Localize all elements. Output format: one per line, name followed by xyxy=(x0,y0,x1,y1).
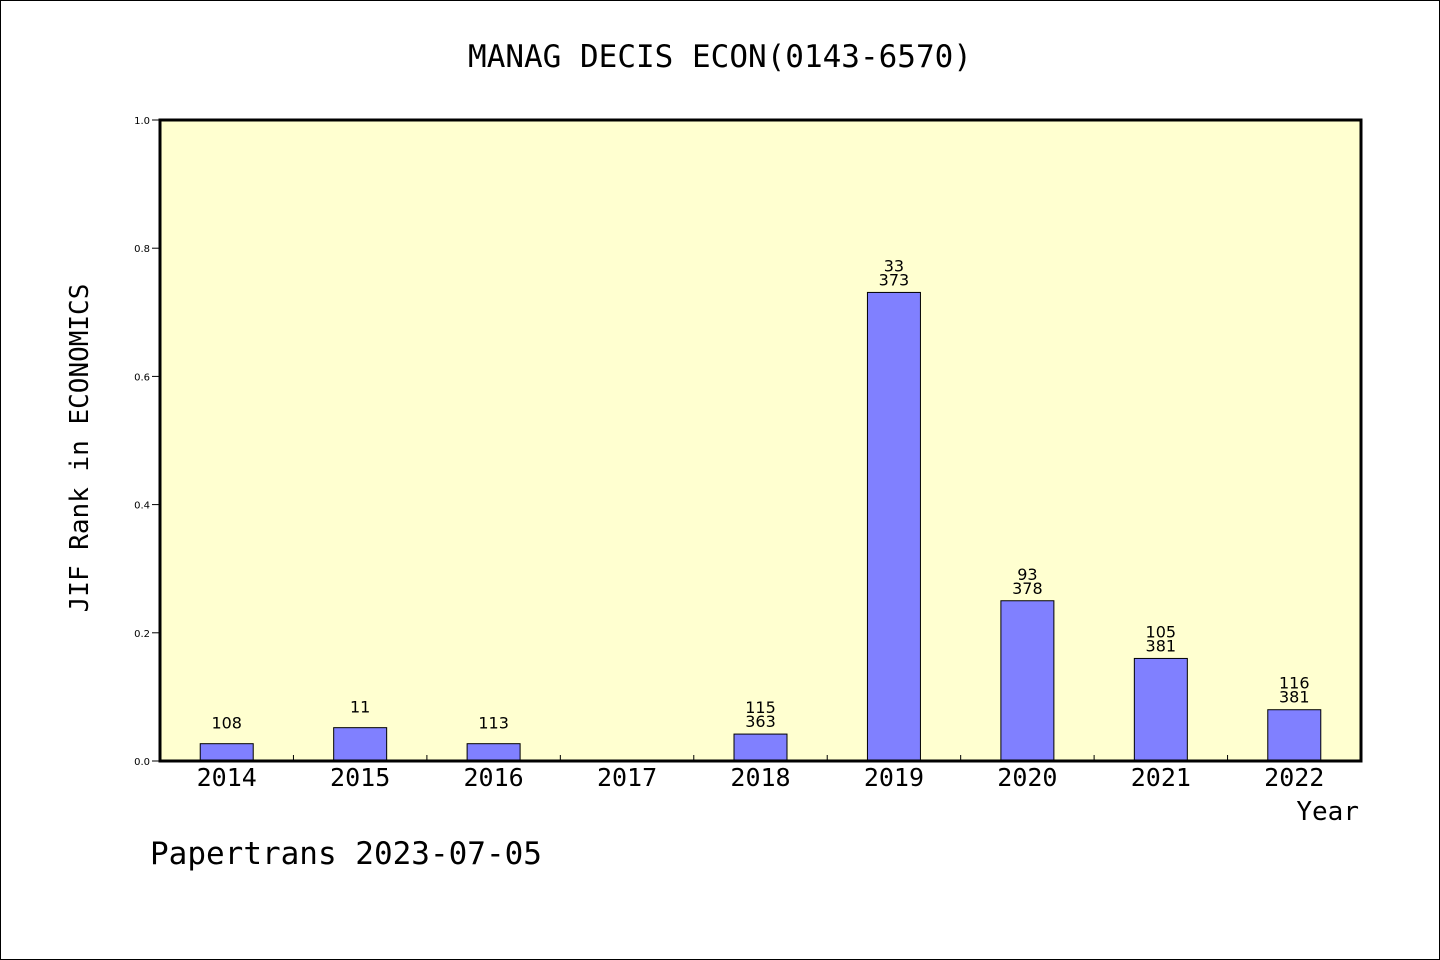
bar-label-rank-2020: 93 xyxy=(1017,565,1037,584)
bar-2020 xyxy=(1000,600,1055,762)
bar-label-rank-2022: 116 xyxy=(1279,674,1310,693)
x-tick-label-2016: 2016 xyxy=(464,763,524,792)
x-tick-label-2014: 2014 xyxy=(197,763,257,792)
x-axis-label: Year xyxy=(1296,797,1359,827)
plot-border xyxy=(158,118,1363,763)
bar-2014 xyxy=(199,743,254,762)
x-tick-label-2022: 2022 xyxy=(1264,763,1324,792)
bar-2019 xyxy=(866,291,921,762)
bar-label-rank-2018: 115 xyxy=(745,698,776,717)
y-tick-label: 0.8 xyxy=(134,244,150,255)
bars-group xyxy=(199,291,1322,762)
x-tick-label-2020: 2020 xyxy=(997,763,1057,792)
bar-label-2016: 113 xyxy=(478,714,509,733)
bar-label-total-2022: 381 xyxy=(1279,688,1310,707)
bar-label-2015: 11 xyxy=(350,698,370,717)
x-tick-label-2017: 2017 xyxy=(597,763,657,792)
bar-2021 xyxy=(1133,657,1188,762)
y-tick-label: 0.0 xyxy=(134,757,150,768)
chart-title: MANAG DECIS ECON(0143-6570) xyxy=(468,39,972,75)
bar-label-rank-2021: 105 xyxy=(1146,622,1177,641)
x-tick-label-2018: 2018 xyxy=(730,763,790,792)
x-axis-ticks: 2014 2015 2016 2017 2018 2019 2020 2021 2022 xyxy=(197,755,1324,792)
x-tick-label-2021: 2021 xyxy=(1131,763,1191,792)
y-tick-label: 0.4 xyxy=(134,501,150,512)
plot-area xyxy=(160,120,1361,761)
y-axis-label: JIF Rank in ECONOMICS xyxy=(65,284,95,613)
footer-credit: Papertrans 2023-07-05 xyxy=(150,836,542,872)
bar-label-total-2021: 381 xyxy=(1146,636,1177,655)
bar-label-total-2018: 363 xyxy=(745,712,776,731)
y-tick-label: 0.6 xyxy=(134,372,150,383)
bar-2018 xyxy=(733,733,788,762)
y-tick-label: 0.2 xyxy=(134,629,150,640)
bar-2016 xyxy=(466,743,521,762)
y-axis-ticks: 0.0 0.2 0.4 0.6 0.8 1.0 xyxy=(134,116,160,768)
bar-2015 xyxy=(333,727,388,762)
bar-2022 xyxy=(1267,709,1322,762)
bar-label-rank-2019: 33 xyxy=(884,256,904,275)
x-tick-label-2015: 2015 xyxy=(330,763,390,792)
bar-label-total-2020: 378 xyxy=(1012,579,1043,598)
bar-label-2014: 108 xyxy=(211,714,242,733)
y-tick-label: 1.0 xyxy=(134,116,150,127)
x-tick-label-2019: 2019 xyxy=(864,763,924,792)
bar-label-total-2019: 373 xyxy=(879,270,910,289)
